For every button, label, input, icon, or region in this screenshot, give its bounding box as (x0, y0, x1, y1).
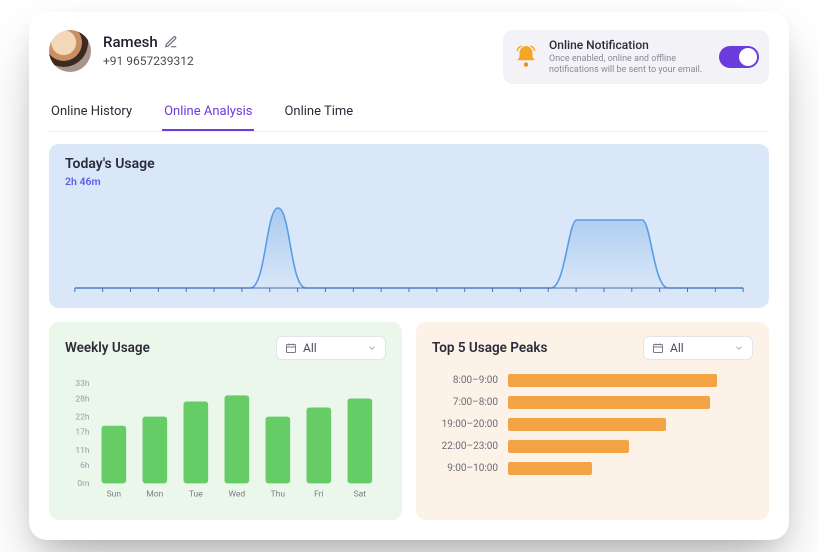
svg-text:Sun: Sun (107, 490, 122, 500)
peak-row: 8:00–9:00 (432, 374, 753, 387)
profile-phone: +91 9657239312 (103, 54, 194, 68)
avatar[interactable] (49, 30, 91, 72)
profile-name: Ramesh (103, 33, 158, 51)
svg-text:6h: 6h (80, 461, 90, 471)
svg-text:Sat: Sat (354, 490, 367, 500)
peak-bar (508, 396, 710, 409)
tab-online-time[interactable]: Online Time (282, 98, 355, 131)
svg-text:Mon: Mon (146, 490, 163, 500)
svg-text:Tue: Tue (189, 490, 203, 500)
svg-text:0m: 0m (77, 479, 89, 489)
svg-text:28h: 28h (75, 395, 90, 405)
today-usage-title: Today's Usage (65, 156, 753, 172)
weekly-usage-title: Weekly Usage (65, 340, 150, 356)
notification-toggle[interactable] (719, 46, 759, 68)
peak-label: 22:00–23:00 (432, 441, 498, 452)
svg-text:33h: 33h (75, 379, 90, 389)
peak-label: 19:00–20:00 (432, 419, 498, 430)
weekly-dropdown-value: All (303, 341, 317, 355)
today-usage-chart (65, 196, 753, 300)
usage-peaks-dropdown[interactable]: All (643, 336, 753, 360)
notification-subtitle: Once enabled, online and offline notific… (549, 54, 709, 77)
weekly-usage-panel: Weekly Usage All 0m 6h 11h 17h 22h 28h 33h Sun M… (49, 322, 402, 520)
usage-peaks-title: Top 5 Usage Peaks (432, 340, 547, 356)
svg-text:22h: 22h (75, 413, 90, 423)
svg-text:Thu: Thu (271, 490, 286, 500)
calendar-icon (285, 342, 297, 354)
peak-row: 9:00–10:00 (432, 462, 753, 475)
peak-bar (508, 418, 666, 431)
header: Ramesh +91 9657239312 Online Notificatio… (49, 30, 769, 85)
peak-label: 9:00–10:00 (432, 463, 498, 474)
svg-text:11h: 11h (75, 446, 90, 456)
tabs: Online History Online Analysis Online Time (49, 98, 769, 132)
peak-label: 7:00–8:00 (432, 397, 498, 408)
profile: Ramesh +91 9657239312 (49, 30, 194, 72)
chevron-down-icon (367, 343, 377, 353)
svg-text:Wed: Wed (228, 490, 245, 500)
calendar-icon (652, 342, 664, 354)
today-usage-panel: Today's Usage 2h 46m (49, 144, 769, 308)
svg-text:17h: 17h (75, 428, 90, 438)
dashboard-card: Ramesh +91 9657239312 Online Notificatio… (29, 12, 789, 541)
peak-bar (508, 374, 717, 387)
svg-text:Fri: Fri (314, 490, 324, 500)
bell-icon (513, 44, 539, 70)
tab-online-analysis[interactable]: Online Analysis (162, 98, 254, 131)
peak-row: 7:00–8:00 (432, 396, 753, 409)
notification-title: Online Notification (549, 38, 709, 52)
tab-online-history[interactable]: Online History (49, 98, 134, 131)
peaks-dropdown-value: All (670, 341, 684, 355)
peak-bar (508, 462, 592, 475)
peak-bar (508, 440, 629, 453)
usage-peaks-panel: Top 5 Usage Peaks All 8:00–9:00 7:00–8:00… (416, 322, 769, 520)
edit-icon[interactable] (164, 35, 178, 49)
weekly-usage-chart: 0m 6h 11h 17h 22h 28h 33h Sun Mon Tue Wed Thu Fri Sat (65, 374, 386, 508)
chevron-down-icon (734, 343, 744, 353)
peak-row: 19:00–20:00 (432, 418, 753, 431)
peak-label: 8:00–9:00 (432, 375, 498, 386)
notification-panel: Online Notification Once enabled, online… (503, 30, 769, 85)
weekly-usage-dropdown[interactable]: All (276, 336, 386, 360)
usage-peaks-chart: 8:00–9:00 7:00–8:00 19:00–20:00 22:00–23:00… (432, 374, 753, 475)
peak-row: 22:00–23:00 (432, 440, 753, 453)
today-usage-total: 2h 46m (65, 175, 753, 188)
